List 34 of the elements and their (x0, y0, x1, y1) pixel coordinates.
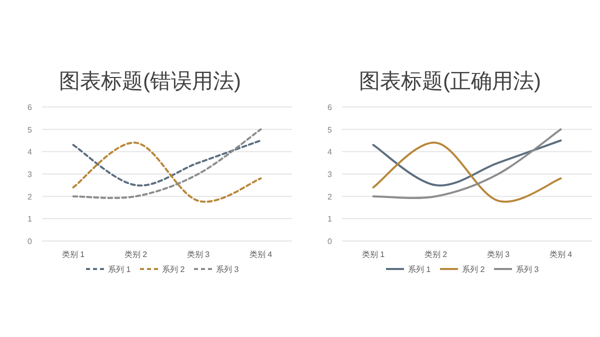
y-tick-label: 5 (28, 125, 33, 134)
x-tick-label: 类别 4 (249, 250, 273, 259)
y-tick-label: 4 (28, 148, 33, 157)
y-tick-label: 2 (328, 192, 333, 202)
x-tick-label: 类别 3 (486, 250, 510, 259)
legend-label: 系列 1 (408, 265, 432, 274)
y-tick-label: 4 (328, 148, 333, 157)
y-tick-label: 5 (328, 125, 333, 134)
x-tick-label: 类别 4 (549, 250, 573, 259)
line-series (372, 140, 562, 186)
y-tick-label: 1 (328, 214, 333, 224)
y-tick-label: 3 (28, 170, 33, 179)
line-series (72, 142, 262, 203)
legend-label: 系列 1 (108, 265, 132, 274)
legend-label: 系列 3 (516, 265, 540, 274)
line-series (372, 142, 562, 203)
chart-title: 图表标题(错误用法) (59, 70, 241, 93)
chart-title: 图表标题(正确用法) (359, 70, 541, 93)
x-tick-label: 类别 3 (186, 250, 210, 259)
legend-label: 系列 2 (162, 265, 186, 274)
legend-label: 系列 3 (216, 265, 240, 274)
x-tick-label: 类别 1 (362, 250, 386, 259)
y-tick-label: 0 (328, 237, 333, 246)
y-tick-label: 2 (28, 192, 33, 202)
x-tick-label: 类别 1 (62, 250, 86, 259)
x-tick-label: 类别 2 (424, 250, 448, 259)
y-tick-label: 6 (28, 103, 33, 112)
y-tick-label: 1 (28, 214, 33, 224)
line-series (72, 140, 262, 186)
y-tick-label: 3 (328, 170, 333, 179)
legend-label: 系列 2 (462, 265, 486, 274)
y-tick-label: 0 (28, 237, 33, 246)
y-tick-label: 6 (328, 103, 333, 112)
x-tick-label: 类别 2 (124, 250, 148, 259)
